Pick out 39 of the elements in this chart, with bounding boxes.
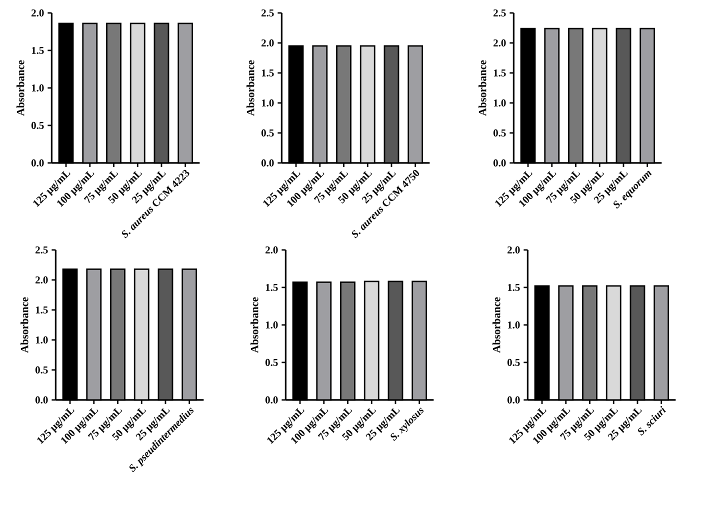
y-tick-label: 1.5	[508, 284, 520, 292]
y-tick-label: 2.0	[36, 276, 48, 284]
y-tick-label: 2.5	[494, 9, 506, 17]
y-tick-label: 1.0	[266, 321, 278, 329]
y-tick-label: 0.5	[261, 129, 274, 137]
y-tick-label: 0.5	[35, 366, 48, 374]
y-tick-label: 1.0	[262, 99, 274, 107]
y-tick-label: 0.0	[493, 159, 506, 167]
y-tick-label: 0.5	[493, 129, 506, 137]
y-tick-label: 1.0	[508, 321, 520, 329]
y-tick-label: 2.0	[32, 9, 44, 17]
y-tick-label: 0.5	[265, 358, 278, 366]
y-axis-title: Absorbance	[250, 297, 258, 353]
y-axis-title: Absorbance	[492, 297, 500, 353]
y-tick-label: 0.0	[31, 159, 44, 167]
y-axis-title: Absorbance	[246, 60, 254, 116]
y-tick-label: 1.0	[494, 99, 506, 107]
y-tick-label: 2.0	[262, 39, 274, 47]
y-tick-label: 0.0	[265, 396, 278, 404]
y-axis-title: Absorbance	[20, 297, 28, 353]
y-tick-label: 1.5	[36, 306, 48, 314]
y-tick-label: 0.5	[31, 122, 44, 130]
y-tick-label: 0.0	[35, 396, 48, 404]
y-tick-label: 1.0	[36, 336, 48, 344]
y-tick-label: 2.0	[266, 246, 278, 254]
y-tick-label: 1.5	[266, 284, 278, 292]
y-tick-label: 0.0	[261, 159, 274, 167]
y-tick-label: 2.0	[494, 39, 506, 47]
y-tick-label: 1.5	[262, 69, 274, 77]
y-tick-label: 2.0	[508, 246, 520, 254]
y-tick-label: 0.5	[507, 358, 520, 366]
y-tick-label: 2.5	[36, 246, 48, 254]
y-tick-label: 1.5	[494, 69, 506, 77]
y-axis-title: Absorbance	[478, 60, 486, 116]
y-tick-label: 2.5	[262, 9, 274, 17]
y-tick-label: 1.0	[32, 84, 44, 92]
y-tick-label: 1.5	[32, 46, 44, 54]
y-axis-title: Absorbance	[16, 60, 24, 116]
y-tick-label: 0.0	[507, 396, 520, 404]
